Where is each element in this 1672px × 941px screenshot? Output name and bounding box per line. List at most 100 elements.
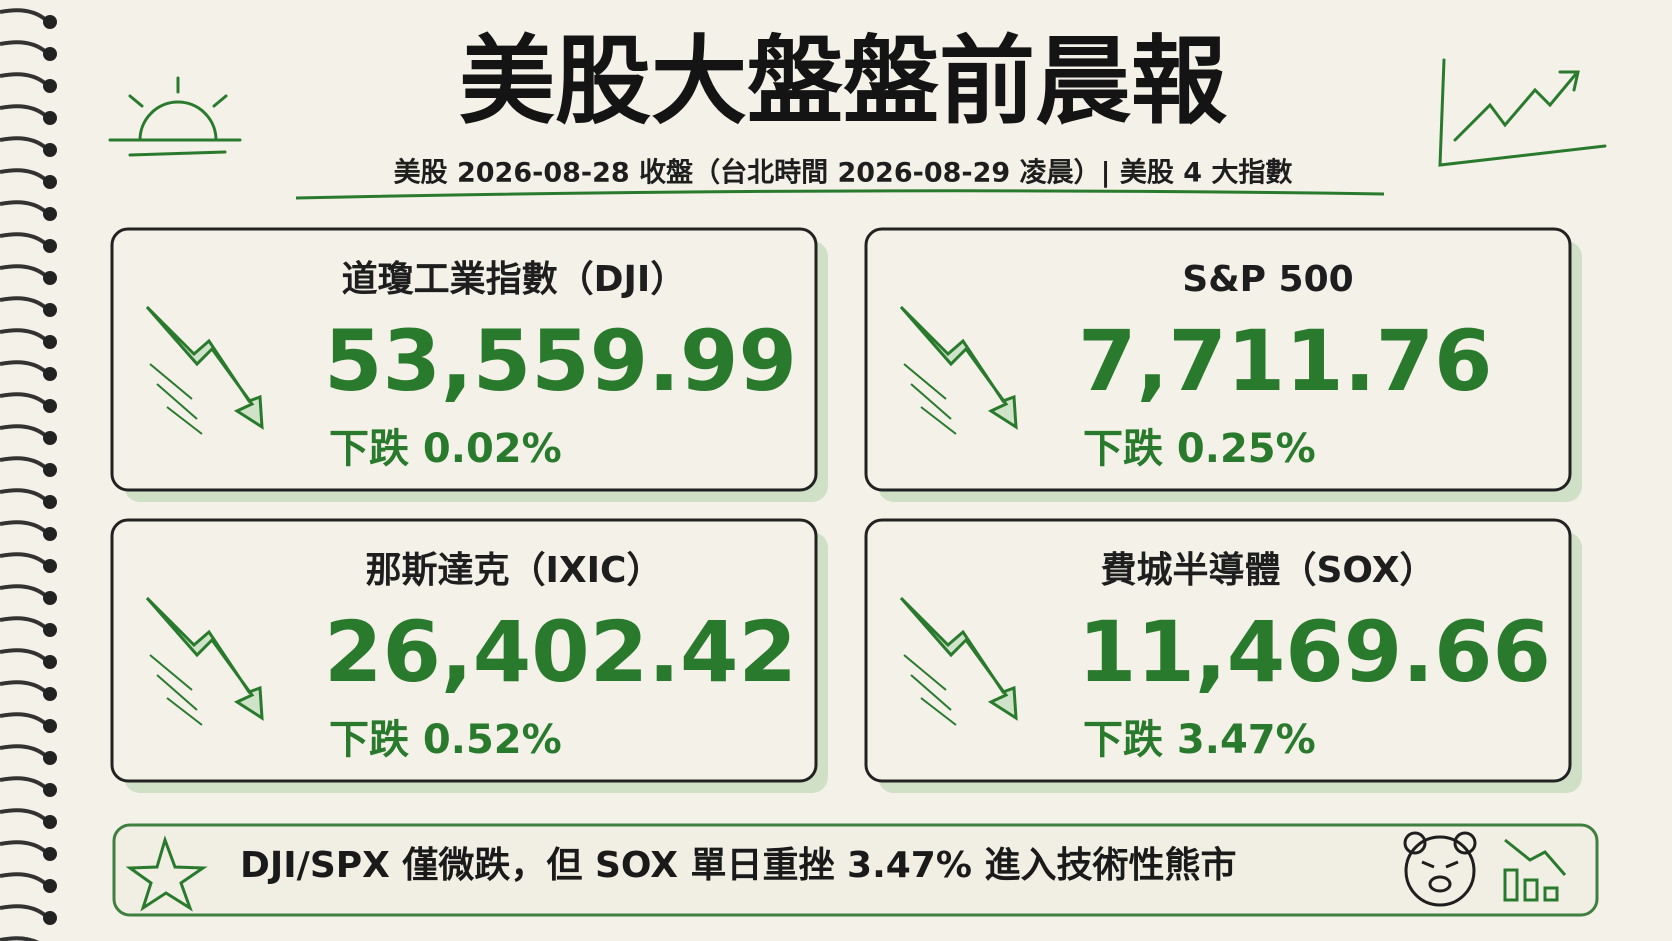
spiral-ring <box>0 360 48 374</box>
star-icon <box>125 835 208 912</box>
spiral-ring <box>0 904 48 918</box>
spiral-hole <box>43 463 57 477</box>
spiral-hole <box>43 15 57 29</box>
index-change: 下跌 0.52% <box>329 717 562 763</box>
index-change: 下跌 0.25% <box>1083 426 1316 472</box>
spiral-hole <box>43 847 57 861</box>
speed-lines <box>903 654 957 726</box>
spiral-ring <box>0 488 48 502</box>
spiral-hole <box>43 655 57 669</box>
spiral-hole <box>43 335 57 349</box>
spiral-hole <box>43 271 57 285</box>
spiral-ring <box>0 808 48 822</box>
index-name: S&P 500 <box>1182 259 1353 300</box>
spiral-hole <box>43 79 57 93</box>
spiral-ring <box>0 584 48 598</box>
spiral-hole <box>43 175 57 189</box>
spiral-ring <box>0 8 48 22</box>
spiral-hole <box>43 527 57 541</box>
spiral-ring <box>0 872 48 886</box>
index-value: 53,559.99 <box>324 312 797 410</box>
card-box <box>864 518 1572 783</box>
index-value: 11,469.66 <box>1078 603 1551 701</box>
down-arrow <box>899 596 1018 721</box>
bear-icon <box>1403 831 1477 907</box>
speed-lines <box>903 363 957 435</box>
down-arrow <box>145 305 264 430</box>
sun-doodle <box>108 76 242 157</box>
spiral-ring <box>0 392 48 406</box>
spiral-hole <box>43 687 57 701</box>
spiral-ring <box>0 744 48 758</box>
index-name: 費城半導體（SOX） <box>1100 550 1435 591</box>
down-arrow <box>899 305 1018 430</box>
spiral-hole <box>43 783 57 797</box>
spiral-ring <box>0 264 48 278</box>
chart-doodle <box>1438 58 1607 167</box>
card: 費城半導體（SOX） 11,469.66 下跌 3.47% <box>864 518 1582 793</box>
spiral-hole <box>43 239 57 253</box>
spiral-hole <box>43 815 57 829</box>
spiral-hole <box>43 111 57 125</box>
spiral-ring <box>0 168 48 182</box>
spiral-ring <box>0 712 48 726</box>
spiral-ring <box>0 840 48 854</box>
index-name: 那斯達克（IXIC） <box>366 550 663 591</box>
spiral-hole <box>43 879 57 893</box>
card: 道瓊工業指數（DJI） 53,559.99 下跌 0.02% <box>110 227 828 502</box>
spiral-binding <box>0 8 57 941</box>
spiral-hole <box>43 47 57 61</box>
index-change: 下跌 0.02% <box>329 426 562 472</box>
subtitle-underline <box>295 189 1385 200</box>
card-box <box>864 227 1572 492</box>
spiral-hole <box>43 719 57 733</box>
spiral-hole <box>43 399 57 413</box>
spiral-ring <box>0 328 48 342</box>
spiral-ring <box>0 424 48 438</box>
spiral-ring <box>0 616 48 630</box>
index-value: 26,402.42 <box>324 603 797 701</box>
title: 美股大盤盤前晨報 <box>459 25 1227 137</box>
spiral-hole <box>43 207 57 221</box>
spiral-hole <box>43 623 57 637</box>
cards: 道瓊工業指數（DJI） 53,559.99 下跌 0.02% S&P 500 7,711… <box>110 227 1582 793</box>
spiral-hole <box>43 303 57 317</box>
spiral-ring <box>0 456 48 470</box>
card-box <box>110 227 818 492</box>
spiral-hole <box>43 911 57 925</box>
spiral-ring <box>0 136 48 150</box>
spiral-ring <box>0 296 48 310</box>
index-value: 7,711.76 <box>1078 312 1493 410</box>
spiral-ring <box>0 552 48 566</box>
spiral-hole <box>43 751 57 765</box>
spiral-ring <box>0 648 48 662</box>
spiral-ring <box>0 936 40 941</box>
spiral-hole <box>43 591 57 605</box>
spiral-ring <box>0 520 48 534</box>
footer-box <box>112 823 1599 917</box>
spiral-ring <box>0 232 48 246</box>
spiral-hole <box>43 143 57 157</box>
card: S&P 500 7,711.76 下跌 0.25% <box>864 227 1582 502</box>
index-name: 道瓊工業指數（DJI） <box>342 259 687 300</box>
subtitle: 美股 2026-08-28 收盤（台北時間 2026-08-29 凌晨）| 美股… <box>394 157 1293 189</box>
card-box <box>110 518 818 783</box>
spiral-ring <box>0 104 48 118</box>
spiral-hole <box>43 431 57 445</box>
footer-text: DJI/SPX 僅微跌，但 SOX 單日重挫 3.47% 進入技術性熊市 <box>240 845 1236 886</box>
card: 那斯達克（IXIC） 26,402.42 下跌 0.52% <box>110 518 828 793</box>
spiral-ring <box>0 680 48 694</box>
spiral-ring <box>0 40 48 54</box>
index-change: 下跌 3.47% <box>1083 717 1316 763</box>
spiral-hole <box>43 495 57 509</box>
bars-icon <box>1503 838 1567 902</box>
spiral-hole <box>43 367 57 381</box>
down-arrow <box>145 596 264 721</box>
speed-lines <box>149 654 203 726</box>
spiral-ring <box>0 72 48 86</box>
spiral-ring <box>0 776 48 790</box>
spiral-hole <box>43 559 57 573</box>
spiral-ring <box>0 200 48 214</box>
speed-lines <box>149 363 203 435</box>
